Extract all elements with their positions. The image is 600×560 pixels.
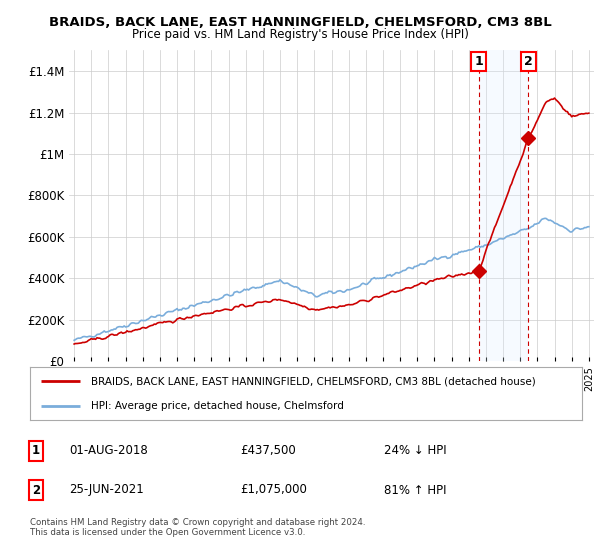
- Text: BRAIDS, BACK LANE, EAST HANNINGFIELD, CHELMSFORD, CM3 8BL: BRAIDS, BACK LANE, EAST HANNINGFIELD, CH…: [49, 16, 551, 29]
- Text: BRAIDS, BACK LANE, EAST HANNINGFIELD, CHELMSFORD, CM3 8BL (detached house): BRAIDS, BACK LANE, EAST HANNINGFIELD, CH…: [91, 376, 535, 386]
- Text: 01-AUG-2018: 01-AUG-2018: [69, 444, 148, 458]
- Bar: [479, 50, 529, 361]
- Text: £1,075,000: £1,075,000: [240, 483, 307, 497]
- Text: 81% ↑ HPI: 81% ↑ HPI: [384, 483, 446, 497]
- Text: 24% ↓ HPI: 24% ↓ HPI: [384, 444, 446, 458]
- Text: 1: 1: [475, 55, 483, 68]
- Text: 2: 2: [524, 55, 533, 68]
- Text: £437,500: £437,500: [240, 444, 296, 458]
- Text: 1: 1: [32, 444, 40, 458]
- Text: 2: 2: [32, 483, 40, 497]
- Text: HPI: Average price, detached house, Chelmsford: HPI: Average price, detached house, Chel…: [91, 400, 344, 410]
- Text: Price paid vs. HM Land Registry's House Price Index (HPI): Price paid vs. HM Land Registry's House …: [131, 28, 469, 41]
- Text: 25-JUN-2021: 25-JUN-2021: [69, 483, 144, 497]
- Text: Contains HM Land Registry data © Crown copyright and database right 2024.
This d: Contains HM Land Registry data © Crown c…: [30, 518, 365, 538]
